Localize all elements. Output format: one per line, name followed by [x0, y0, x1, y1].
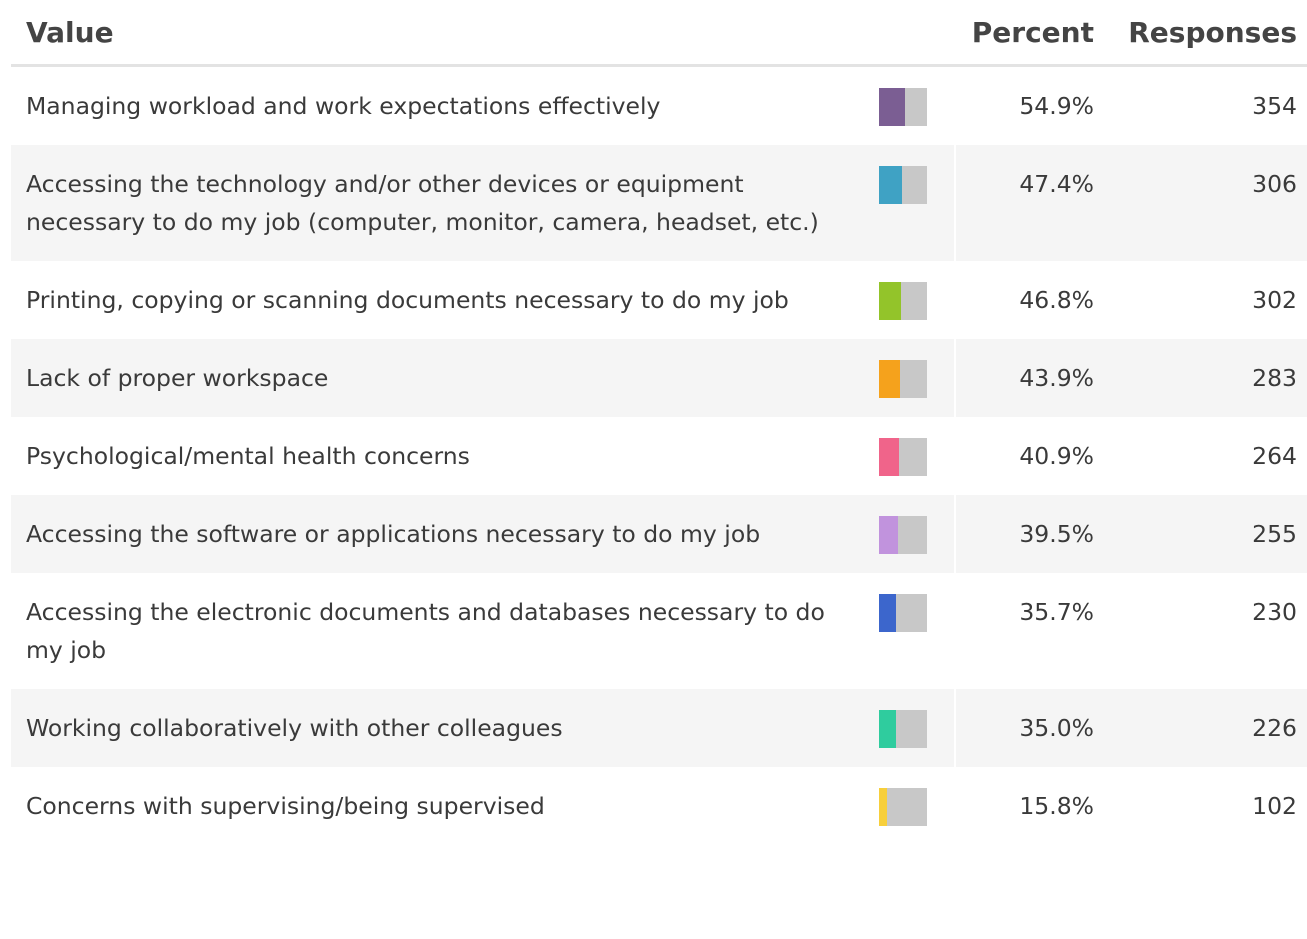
row: Concerns with supervising/being supervis… — [11, 767, 1307, 845]
responses-cell: 264 — [1252, 442, 1297, 470]
responses-cell: 230 — [1252, 598, 1297, 626]
bar-fill — [879, 282, 902, 320]
bar-fill — [879, 360, 901, 398]
bar-cell — [875, 767, 955, 845]
percent-cell: 15.8% — [954, 767, 1104, 845]
bar-track — [879, 516, 927, 554]
header-row: Value Percent Responses — [11, 0, 1307, 67]
row: Lack of proper workspace 43.9% 283 — [11, 339, 1307, 417]
bar-fill — [879, 788, 887, 826]
bar-cell — [875, 495, 955, 573]
bar-fill — [879, 710, 896, 748]
value-cell: Concerns with supervising/being supervis… — [26, 792, 545, 820]
value-cell: Accessing the software or applications n… — [11, 495, 875, 573]
value-cell: Accessing the technology and/or other de… — [11, 145, 875, 261]
bar-track — [879, 438, 927, 476]
value-cell: Accessing the electronic documents and d… — [26, 598, 825, 664]
bar-track — [879, 166, 927, 204]
bar-cell — [875, 339, 955, 417]
percent-cell: 40.9% — [954, 417, 1104, 495]
responses-cell: 306 — [1104, 145, 1307, 261]
bar-fill — [879, 594, 897, 632]
percent-cell: 54.9% — [954, 65, 1104, 145]
bar-cell — [875, 573, 955, 689]
bar-fill — [879, 88, 906, 126]
value-cell: Managing workload and work expectations … — [26, 92, 661, 120]
bar-track — [879, 88, 927, 126]
bar-cell — [875, 66, 955, 146]
table-body: Managing workload and work expectations … — [11, 65, 1307, 845]
bar-fill — [879, 516, 898, 554]
percent-cell: 47.4% — [954, 145, 1104, 261]
results-table: Value Percent Responses Managing workloa… — [11, 0, 1307, 845]
value-cell: Printing, copying or scanning documents … — [26, 286, 789, 314]
percent-cell: 43.9% — [954, 339, 1104, 417]
value-cell: Lack of proper workspace — [11, 339, 875, 417]
responses-cell: 255 — [1104, 495, 1307, 573]
header-responses: Responses — [1104, 0, 1307, 67]
responses-cell: 283 — [1104, 339, 1307, 417]
responses-cell: 302 — [1252, 286, 1297, 314]
row: Working collaboratively with other colle… — [11, 689, 1307, 767]
value-cell: Psychological/mental health concerns — [26, 442, 470, 470]
bar-cell — [875, 689, 955, 767]
header-value: Value — [11, 0, 875, 67]
percent-cell: 46.8% — [954, 261, 1104, 339]
row: Accessing the technology and/or other de… — [11, 145, 1307, 261]
responses-cell: 354 — [1252, 92, 1297, 120]
row: Managing workload and work expectations … — [11, 65, 1307, 146]
bar-cell — [875, 261, 955, 339]
bar-cell — [875, 417, 955, 495]
bar-fill — [879, 438, 899, 476]
header-bar — [875, 0, 955, 67]
bar-track — [879, 788, 927, 826]
bar-track — [879, 360, 927, 398]
responses-cell: 226 — [1104, 689, 1307, 767]
value-cell: Working collaboratively with other colle… — [11, 689, 875, 767]
bar-fill — [879, 166, 902, 204]
header-percent: Percent — [955, 0, 1104, 67]
bar-track — [879, 594, 927, 632]
percent-cell: 35.0% — [954, 689, 1104, 767]
row: Psychological/mental health concerns 40.9… — [11, 417, 1307, 495]
table: Value Percent Responses Managing workloa… — [11, 0, 1307, 845]
percent-cell: 35.7% — [954, 573, 1104, 689]
responses-cell: 102 — [1252, 792, 1297, 820]
bar-track — [879, 282, 927, 320]
row: Accessing the electronic documents and d… — [11, 573, 1307, 689]
bar-cell — [875, 145, 955, 261]
row: Printing, copying or scanning documents … — [11, 261, 1307, 339]
percent-cell: 39.5% — [954, 495, 1104, 573]
row: Accessing the software or applications n… — [11, 495, 1307, 573]
bar-track — [879, 710, 927, 748]
